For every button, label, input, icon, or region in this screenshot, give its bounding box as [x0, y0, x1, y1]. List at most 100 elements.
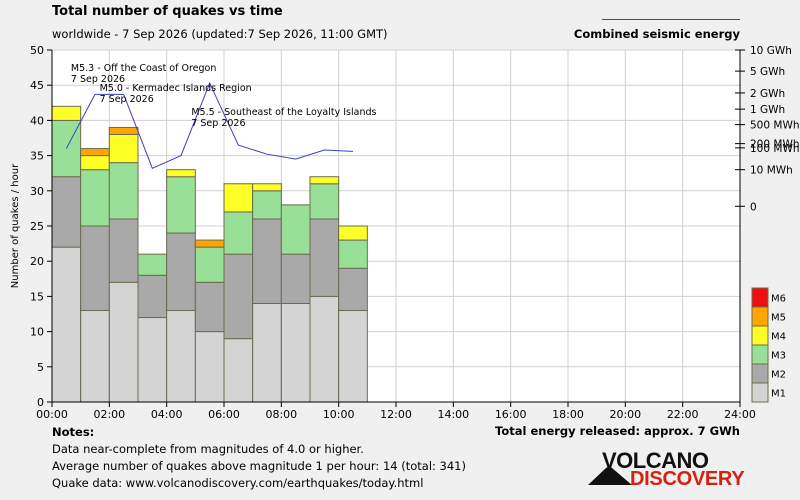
legend-label-m2: M2 [771, 370, 786, 381]
energy-legend-label: Combined seismic energy [573, 27, 740, 41]
y-tick-label: 40 [30, 114, 44, 127]
bar-segment-m2 [309, 218, 340, 297]
bar-segment-m1 [280, 302, 311, 403]
quake-annotation-label: 7 Sep 2026 [71, 74, 125, 85]
bar-segment-m3 [280, 204, 311, 255]
x-tick-label: 10:00 [323, 408, 355, 421]
notes-heading: Notes: [52, 425, 95, 439]
bar-segment-m4 [166, 169, 196, 178]
bar-segment-m1 [108, 281, 139, 403]
bar-segment-m4 [108, 133, 139, 164]
notes-line: Data near-complete from magnitudes of 4.… [52, 442, 364, 456]
y-tick-label: 25 [30, 220, 44, 233]
x-tick-label: 02:00 [93, 408, 125, 421]
y-tick-label: 35 [30, 150, 44, 163]
bar-segment-m2 [280, 253, 311, 304]
energy-tick-label: 2 GWh [750, 88, 785, 100]
bar-segment-m1 [252, 302, 282, 403]
y-axis-label: Number of quakes / hour [10, 163, 21, 288]
y-tick-label: 30 [30, 185, 44, 198]
notes-block: Notes: Data near-complete from magnitude… [52, 424, 466, 492]
x-tick-label: 14:00 [437, 408, 469, 421]
legend-label-m1: M1 [771, 389, 786, 400]
bar-segment-m1 [51, 246, 82, 403]
legend-swatch-m4 [751, 325, 769, 346]
bar-segment-m5 [194, 239, 225, 248]
x-tick-label: 12:00 [380, 408, 412, 421]
bar-segment-m3 [223, 211, 254, 255]
bar-segment-m3 [252, 190, 282, 220]
bar-segment-m3 [166, 176, 196, 234]
bar-segment-m4 [51, 105, 82, 121]
chart-subtitle: worldwide - 7 Sep 2026 (updated:7 Sep 20… [52, 27, 388, 41]
notes-line: Quake data: www.volcanodiscovery.com/ear… [52, 476, 424, 490]
legend-label-m4: M4 [771, 332, 786, 343]
legend-swatch-m2 [751, 363, 769, 384]
volcano-logo-icon [588, 465, 632, 485]
energy-tick-label: 100 MWh [750, 143, 799, 155]
bar-segment-m2 [137, 274, 168, 319]
x-tick-label: 22:00 [667, 408, 699, 421]
y-tick-label: 45 [30, 79, 44, 92]
bar-segment-m1 [80, 309, 110, 403]
energy-legend-line [602, 19, 740, 20]
logo-text-top: VOLCANO [602, 448, 709, 473]
bar-segment-m5 [80, 148, 110, 157]
bar-segment-m1 [309, 295, 340, 403]
legend-label-m6: M6 [771, 294, 786, 305]
bar-segment-m2 [108, 218, 139, 283]
bar-segment-m4 [80, 155, 110, 171]
bar-segment-m5 [108, 126, 139, 135]
quake-annotation-label: 7 Sep 2026 [191, 118, 245, 129]
notes-line: Average number of quakes above magnitude… [52, 459, 466, 473]
legend-swatch-m5 [751, 306, 769, 327]
bar-segment-m2 [166, 232, 196, 311]
bar-segment-m2 [80, 225, 110, 311]
x-tick-label: 08:00 [265, 408, 297, 421]
quake-annotation-label: 7 Sep 2026 [100, 94, 154, 105]
x-tick-label: 16:00 [495, 408, 527, 421]
quake-annotation-label: M5.0 - Kermadec Islands Region [100, 83, 252, 94]
bar-segment-m2 [51, 176, 82, 248]
bar-segment-m1 [223, 338, 254, 403]
bar-segment-m3 [194, 246, 225, 283]
y-tick-label: 5 [37, 361, 44, 374]
quake-annotation-label: M5.5 - Southeast of the Loyalty Islands [191, 107, 376, 118]
bar-segment-m3 [309, 183, 340, 220]
energy-tick-label: 500 MWh [750, 120, 799, 132]
legend-label-m5: M5 [771, 313, 786, 324]
x-tick-label: 18:00 [552, 408, 584, 421]
x-tick-label: 04:00 [151, 408, 183, 421]
bar-segment-m3 [80, 169, 110, 227]
bar-segment-m1 [194, 331, 225, 403]
bar-segment-m1 [338, 309, 368, 403]
bar-segment-m2 [194, 281, 225, 333]
bar-segment-m2 [252, 218, 282, 304]
bar-segment-m1 [137, 317, 168, 403]
bar-segment-m4 [309, 176, 340, 185]
energy-line [65, 81, 354, 169]
x-tick-label: 24:00 [724, 408, 756, 421]
y-tick-label: 10 [30, 326, 44, 339]
y-tick-label: 50 [30, 44, 44, 57]
energy-tick-label: 0 [750, 201, 757, 213]
legend-swatch-m3 [751, 344, 769, 365]
bar-segment-m3 [338, 239, 368, 269]
energy-tick-label: 200 MWh [750, 139, 799, 151]
bar-segment-m4 [223, 183, 254, 213]
bar-segment-m4 [252, 183, 282, 192]
x-tick-label: 20:00 [609, 408, 641, 421]
bar-segment-m3 [137, 253, 168, 276]
legend-swatch-m1 [751, 382, 769, 403]
y-tick-label: 20 [30, 255, 44, 268]
legend-swatch-m6 [751, 287, 769, 308]
x-tick-label: 06:00 [208, 408, 240, 421]
bar-segment-m2 [338, 267, 368, 311]
y-tick-label: 0 [37, 396, 44, 409]
bar-segment-m1 [166, 309, 196, 403]
y-tick-label: 15 [30, 290, 44, 303]
chart-title: Total number of quakes vs time [52, 4, 283, 19]
logo-text-bottom: DISCOVERY [630, 468, 745, 490]
quake-annotation-label: M5.3 - Off the Coast of Oregon [71, 63, 216, 74]
